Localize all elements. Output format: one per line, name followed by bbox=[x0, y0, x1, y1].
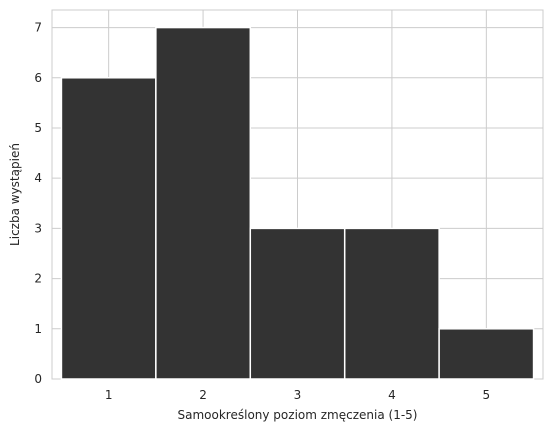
y-axis-label: Liczba wystąpień bbox=[8, 143, 22, 246]
bar-2 bbox=[155, 26, 252, 380]
bar-5 bbox=[438, 328, 535, 380]
y-tick-label: 7 bbox=[34, 21, 42, 35]
y-tick-label: 5 bbox=[34, 121, 42, 135]
y-tick-label: 3 bbox=[34, 221, 42, 235]
bar-1 bbox=[60, 77, 157, 380]
x-tick-label: 4 bbox=[388, 388, 396, 402]
x-tick-label: 3 bbox=[294, 388, 302, 402]
x-tick-label: 1 bbox=[105, 388, 113, 402]
y-tick-labels: 0 1 2 3 4 5 6 7 bbox=[34, 21, 42, 386]
bar-4 bbox=[343, 227, 440, 380]
bar-3 bbox=[249, 227, 346, 380]
bars bbox=[60, 26, 535, 380]
y-tick-label: 6 bbox=[34, 71, 42, 85]
y-tick-label: 2 bbox=[34, 272, 42, 286]
y-tick-label: 0 bbox=[34, 372, 42, 386]
y-tick-label: 1 bbox=[34, 322, 42, 336]
y-tick-label: 4 bbox=[34, 171, 42, 185]
x-tick-label: 5 bbox=[483, 388, 491, 402]
x-tick-labels: 1 2 3 4 5 bbox=[105, 388, 490, 402]
x-tick-label: 2 bbox=[199, 388, 207, 402]
x-axis-label: Samookreślony poziom zmęczenia (1-5) bbox=[178, 408, 418, 422]
